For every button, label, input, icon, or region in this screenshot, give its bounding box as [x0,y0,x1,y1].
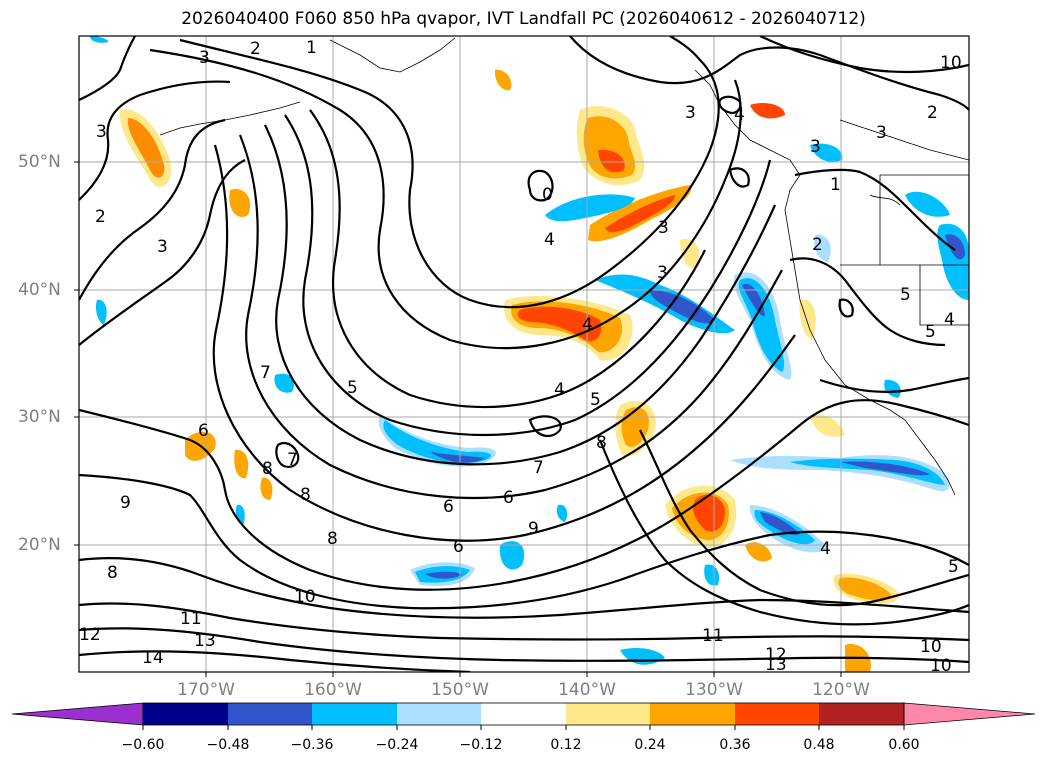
colorbar-tick-label: 0.24 [634,737,666,753]
lon-label-130w: 130°W [685,680,743,700]
contour-label: 8 [327,529,338,549]
contour-label: 10 [930,656,952,676]
qvapor-shading [90,36,969,672]
contour-label: 1 [830,175,841,195]
contour-label: 8 [262,459,273,479]
contour-label: 10 [294,587,316,607]
lon-label-140w: 140°W [558,680,616,700]
contour-label: 2 [250,39,261,59]
contour-label: 4 [544,230,555,250]
colorbar-tick-label: −0.60 [121,737,165,753]
lat-label-20n: 20°N [18,535,61,555]
contour-label: 4 [734,105,745,125]
contour-label: 11 [702,626,724,646]
contour-label: 8 [596,433,607,453]
contour-label: 2 [95,207,106,227]
colorbar-segment [312,703,397,725]
contour-label: 7 [287,450,298,470]
contour-label: 8 [107,563,118,583]
contour-label: 9 [528,519,539,539]
lon-label-150w: 150°W [431,680,489,700]
colorbar-segment [650,703,735,725]
colorbar-tick-label: −0.36 [290,737,334,753]
colorbar-tick-label: 0.36 [719,737,751,753]
colorbar-tick-label: −0.12 [459,737,503,753]
contour-label: 0 [542,185,553,205]
contour-label: 2 [927,103,938,123]
contour-label: 2 [812,235,823,255]
contour-label: 1 [306,38,317,58]
contour-label: 3 [810,137,821,157]
colorbar-segment [566,703,650,725]
contour-label: 4 [820,539,831,559]
lat-label-40n: 40°N [18,280,61,300]
colorbar-tick-label: 0.12 [550,737,582,753]
colorbar-segment [819,703,904,725]
coastlines [159,37,969,496]
lat-label-30n: 30°N [18,407,61,427]
contour-label: 6 [443,497,454,517]
contour-label: 3 [685,103,696,123]
contour-label: 8 [300,485,311,505]
contour-label: 12 [765,645,787,665]
contour-label: 4 [944,310,955,330]
contour-label: 3 [96,122,107,142]
lat-label-50n: 50°N [18,152,61,172]
contour-label: 3 [876,123,887,143]
lon-label-170w: 170°W [177,680,235,700]
ivt-contours [79,36,969,672]
contour-label: 9 [120,493,131,513]
colorbar [11,702,1036,730]
contour-label: 4 [582,315,593,335]
contour-label: 13 [194,631,216,651]
contour-label: 6 [198,421,209,441]
colorbar-min-extension [11,702,144,726]
colorbar-tick-label: −0.24 [375,737,419,753]
contour-label: 6 [453,537,464,557]
contour-label: 10 [940,53,962,73]
lon-label-160w: 160°W [304,680,362,700]
contour-label: 10 [920,637,942,657]
colorbar-tick-label: 0.48 [803,737,835,753]
contour-label: 6 [503,488,514,508]
contour-label: 5 [925,322,936,342]
contour-label: 5 [948,557,959,577]
colorbar-segment [481,703,566,725]
contour-label: 5 [590,390,601,410]
colorbar-segment [143,703,228,725]
colorbar-segment [397,703,481,725]
graticule [79,36,969,672]
colorbar-segment [228,703,312,725]
contour-label: 7 [533,458,544,478]
contour-labels: 3 2 1 10 2 4 3 3 3 2 0 4 3 3 5 7 5 4 3 6… [79,38,962,676]
contour-label: 11 [180,609,202,629]
contour-label: 4 [554,380,565,400]
colorbar-segment [735,703,819,725]
contour-label: 13 [765,655,787,675]
colorbar-tick-label: −0.48 [206,737,250,753]
contour-label: 3 [657,263,668,283]
colorbar-max-extension [903,702,1036,726]
lon-label-120w: 120°W [812,680,870,700]
contour-label: 3 [199,48,210,68]
contour-label: 5 [347,378,358,398]
contour-label: 3 [157,237,168,257]
contour-label: 14 [142,648,164,668]
contour-label: 7 [260,363,271,383]
map-title: 2026040400 F060 850 hPa qvapor, IVT Land… [181,9,866,29]
axis-ticks [74,161,842,677]
contour-label: 3 [658,218,669,238]
contour-label: 5 [900,285,911,305]
colorbar-tick-label: 0.60 [888,737,920,753]
contour-label: 12 [79,625,101,645]
